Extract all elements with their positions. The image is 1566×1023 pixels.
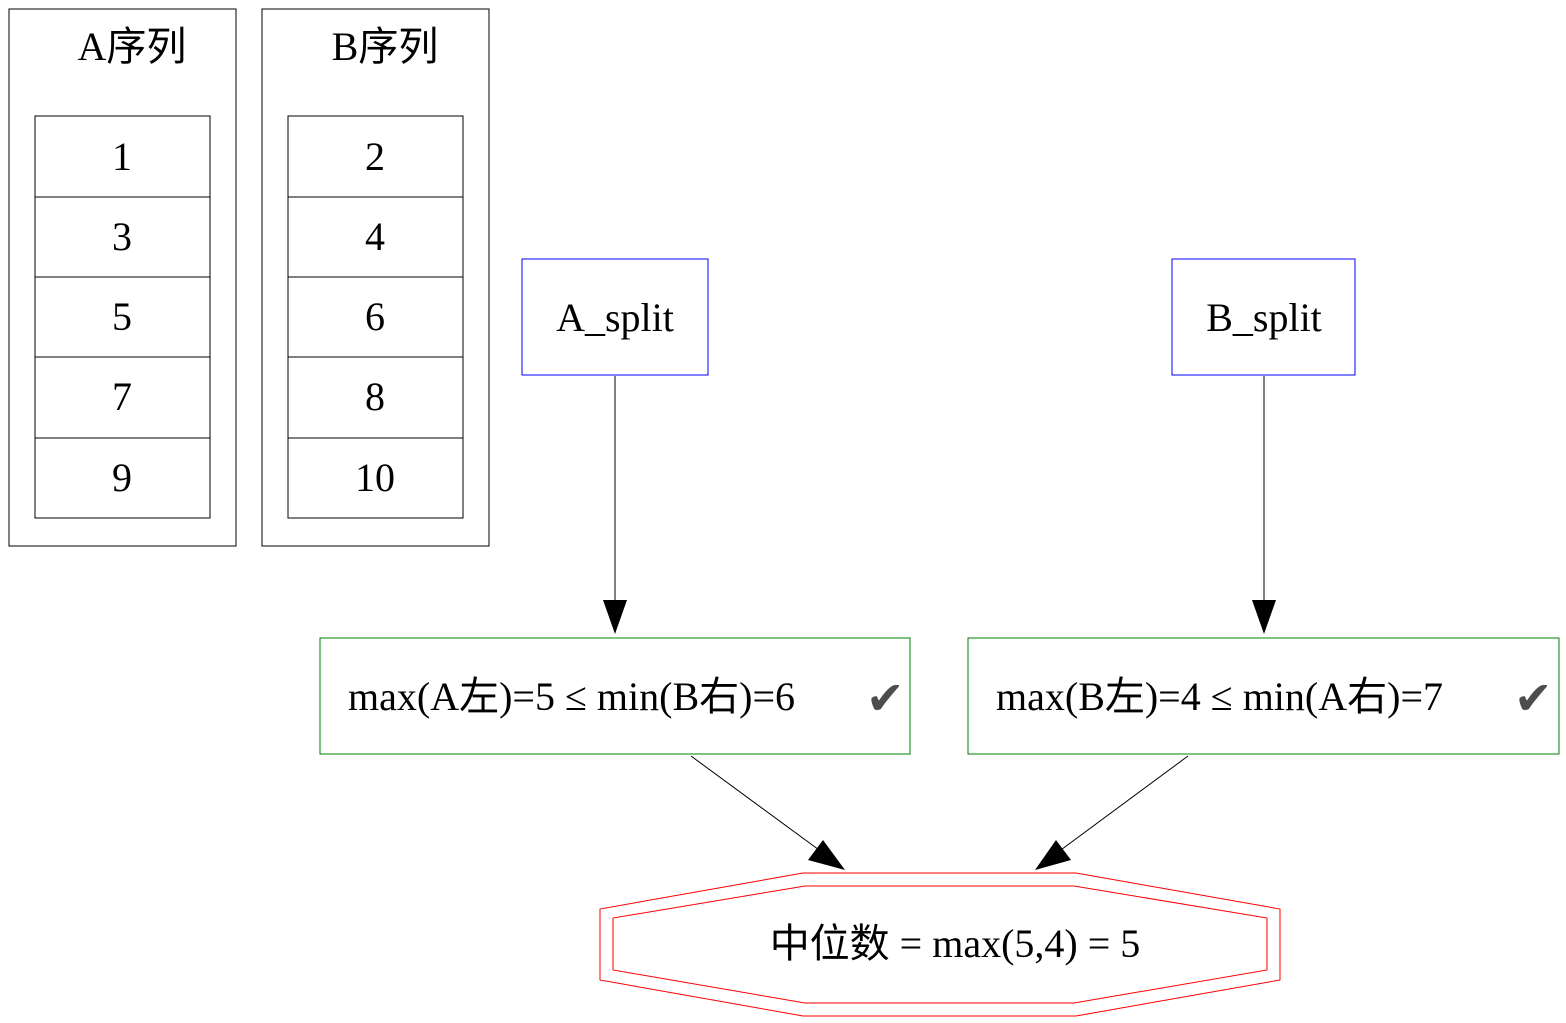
b-split-node: B_split — [1171, 258, 1356, 376]
check-icon: ✔ — [866, 671, 905, 725]
arrowhead-left-condition — [603, 600, 627, 634]
arrowhead-right-condition — [1252, 600, 1276, 634]
seq-b-cell: 6 — [365, 294, 385, 339]
edge-left-condition-to-result — [690, 755, 831, 859]
a-split-node: A_split — [521, 258, 709, 376]
seq-a-cell: 9 — [112, 455, 132, 500]
median-result-node: 中位数 = max(5,4) = 5 — [599, 872, 1281, 1017]
seq-a-table: 1 3 5 7 9 — [34, 115, 211, 519]
seq-b-table: 2 4 6 8 10 — [287, 115, 464, 519]
right-condition-node: max(B左)=4 ≤ min(A右)=7 ✔ — [967, 637, 1560, 755]
seq-b-title: B序列 — [332, 24, 439, 69]
left-condition-label: max(A左)=5 ≤ min(B右)=6 — [348, 674, 795, 719]
seq-a-cell: 7 — [112, 374, 132, 419]
seq-b-cell: 8 — [365, 374, 385, 419]
check-icon: ✔ — [1514, 671, 1553, 725]
seq-b-cell: 2 — [365, 134, 385, 179]
seq-a-title: A序列 — [78, 24, 187, 69]
seq-b-cluster: B序列 2 4 6 8 10 — [261, 8, 490, 547]
seq-a-cluster: A序列 1 3 5 7 9 — [8, 8, 237, 547]
left-condition-node: max(A左)=5 ≤ min(B右)=6 ✔ — [319, 637, 911, 755]
right-condition-label: max(B左)=4 ≤ min(A右)=7 — [996, 674, 1443, 719]
b-split-label: B_split — [1206, 295, 1322, 340]
seq-b-cell: 10 — [355, 455, 395, 500]
edge-right-condition-to-result — [1049, 755, 1189, 859]
arrowhead-result-right — [1035, 840, 1071, 870]
seq-b-cell: 4 — [365, 214, 385, 259]
seq-a-cell: 5 — [112, 294, 132, 339]
median-result-label: 中位数 = max(5,4) = 5 — [770, 921, 1141, 966]
seq-a-cell: 1 — [112, 134, 132, 179]
a-split-label: A_split — [556, 295, 674, 340]
arrowhead-result-left — [808, 840, 845, 870]
seq-a-cell: 3 — [112, 214, 132, 259]
